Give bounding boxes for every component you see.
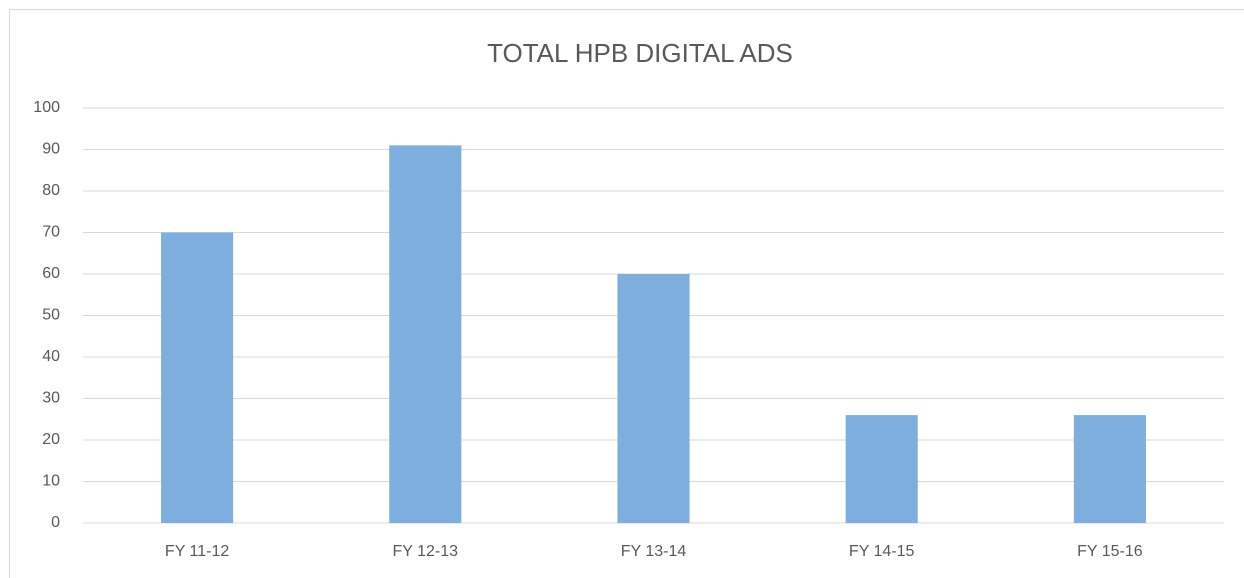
y-tick-label: 100 [33,99,60,116]
bar [845,415,918,523]
x-tick-label: FY 13-14 [621,543,687,560]
x-tick-label: FY 11-12 [165,543,229,560]
y-tick-label: 20 [42,431,60,448]
y-tick-label: 50 [42,307,60,324]
chart-border [9,9,1244,578]
bar [617,274,690,523]
x-tick-label: FY 14-15 [849,543,915,560]
chart-title: TOTAL HPB DIGITAL ADS [487,38,793,68]
y-tick-label: 30 [42,390,60,407]
bar [161,232,234,523]
y-tick-label: 10 [42,473,60,490]
x-tick-label: FY 12-13 [393,543,459,560]
x-tick-label: FY 15-16 [1077,543,1143,560]
y-tick-label: 0 [51,514,60,531]
y-tick-label: 60 [42,265,60,282]
y-tick-label: 40 [42,348,60,365]
bar [389,145,462,523]
y-tick-label: 90 [42,141,60,158]
y-tick-label: 70 [42,224,60,241]
bar [1073,415,1146,523]
y-tick-label: 80 [42,182,60,199]
